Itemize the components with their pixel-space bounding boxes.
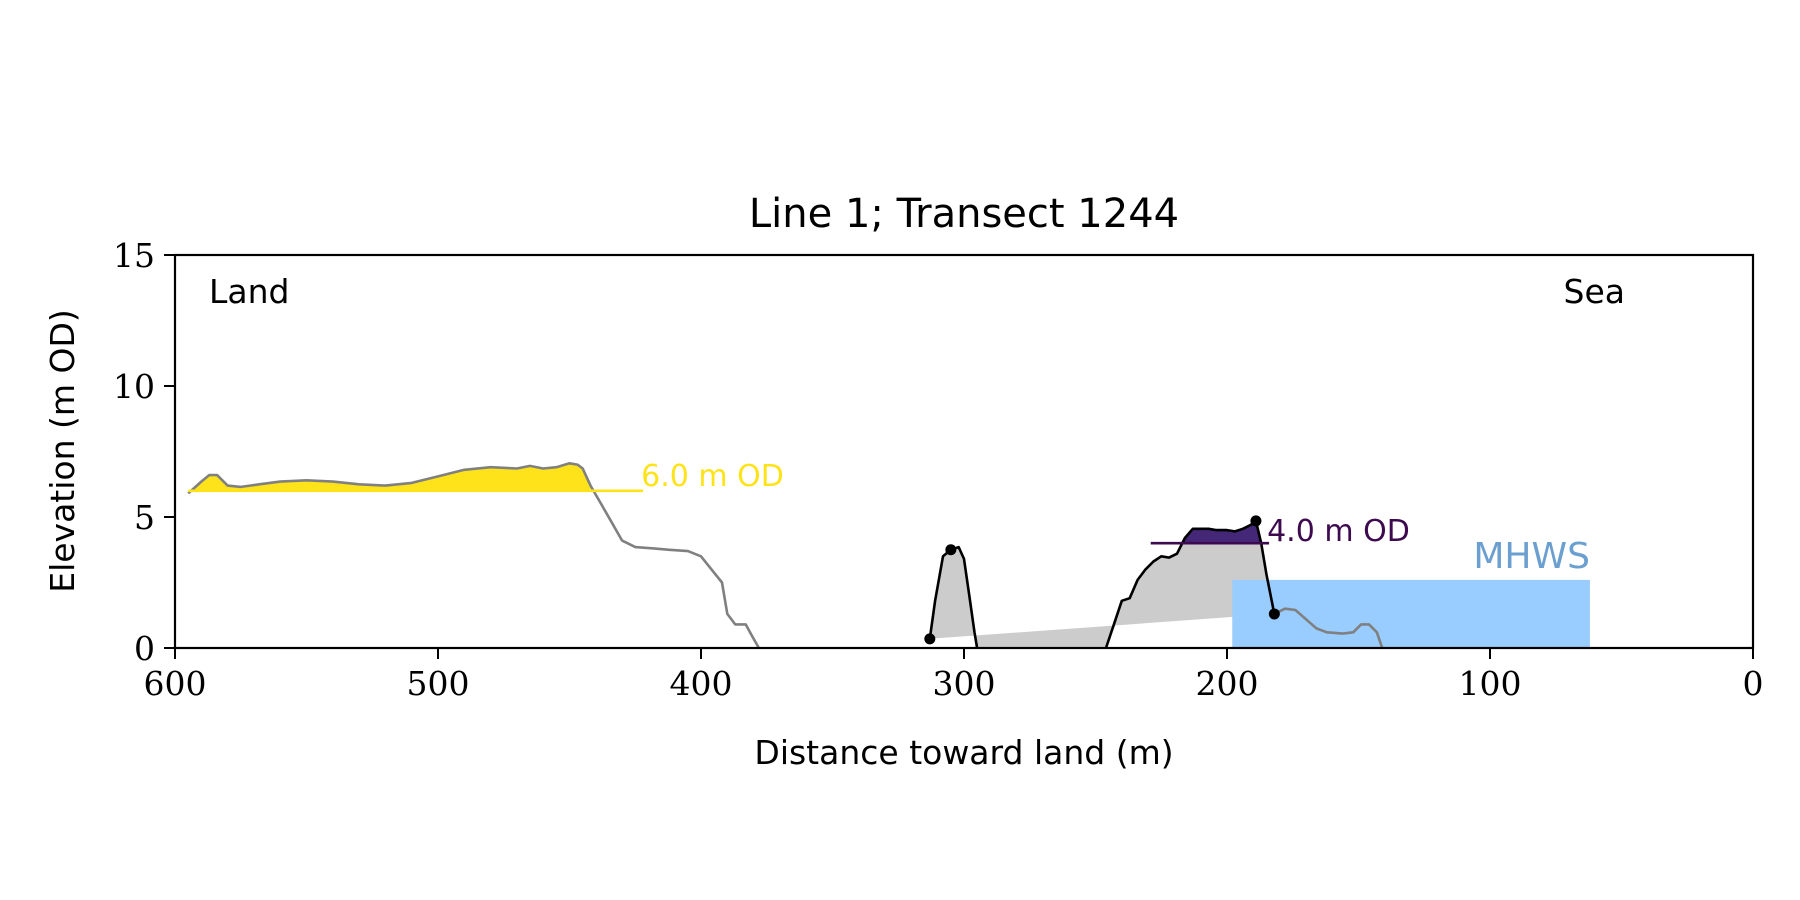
x-tick-label-100: 100 (1459, 664, 1522, 703)
y-tick-label-15: 15 (113, 236, 155, 275)
dune-1-outline (928, 545, 979, 649)
x-tick-label-200: 200 (1196, 664, 1259, 703)
x-tick-label-600: 600 (144, 664, 207, 703)
lines-layer (187, 461, 1384, 649)
profile-marker-3 (1268, 608, 1280, 620)
profile-marker-1 (945, 544, 957, 556)
y-tick-label-5: 5 (134, 498, 155, 537)
chart-title: Line 1; Transect 1244 (749, 191, 1179, 237)
x-tick-label-0: 0 (1743, 664, 1764, 703)
x-tick-label-500: 500 (407, 664, 470, 703)
marker-layer (924, 515, 1280, 645)
y-tick-label-0: 0 (134, 629, 155, 668)
x-axis-label: Distance toward land (m) (754, 733, 1173, 772)
mhws-label: MHWS (1473, 536, 1590, 577)
profile-line-sea (1273, 607, 1384, 649)
dune-crest-fill (1177, 520, 1262, 544)
mhws-band (1232, 579, 1590, 648)
profile-marker-0 (924, 633, 936, 645)
fills-layer (188, 463, 1590, 648)
high-ground-fill (188, 463, 591, 491)
level-high-label: 6.0 m OD (641, 459, 784, 494)
level-low-label: 4.0 m OD (1267, 514, 1410, 549)
y-tick-label-10: 10 (113, 367, 155, 406)
profile-marker-2 (1250, 515, 1262, 527)
y-axis-ticks: 0 5 10 15 (113, 236, 175, 668)
sea-label: Sea (1564, 272, 1625, 311)
y-axis-label: Elevation (m OD) (43, 309, 82, 593)
x-tick-label-400: 400 (670, 664, 733, 703)
x-axis-ticks: 600 500 400 300 200 100 0 (144, 648, 1764, 703)
dune-area-fill (929, 520, 1275, 648)
x-tick-label-300: 300 (933, 664, 996, 703)
profile-line-land (187, 461, 761, 649)
land-label: Land (209, 272, 289, 311)
